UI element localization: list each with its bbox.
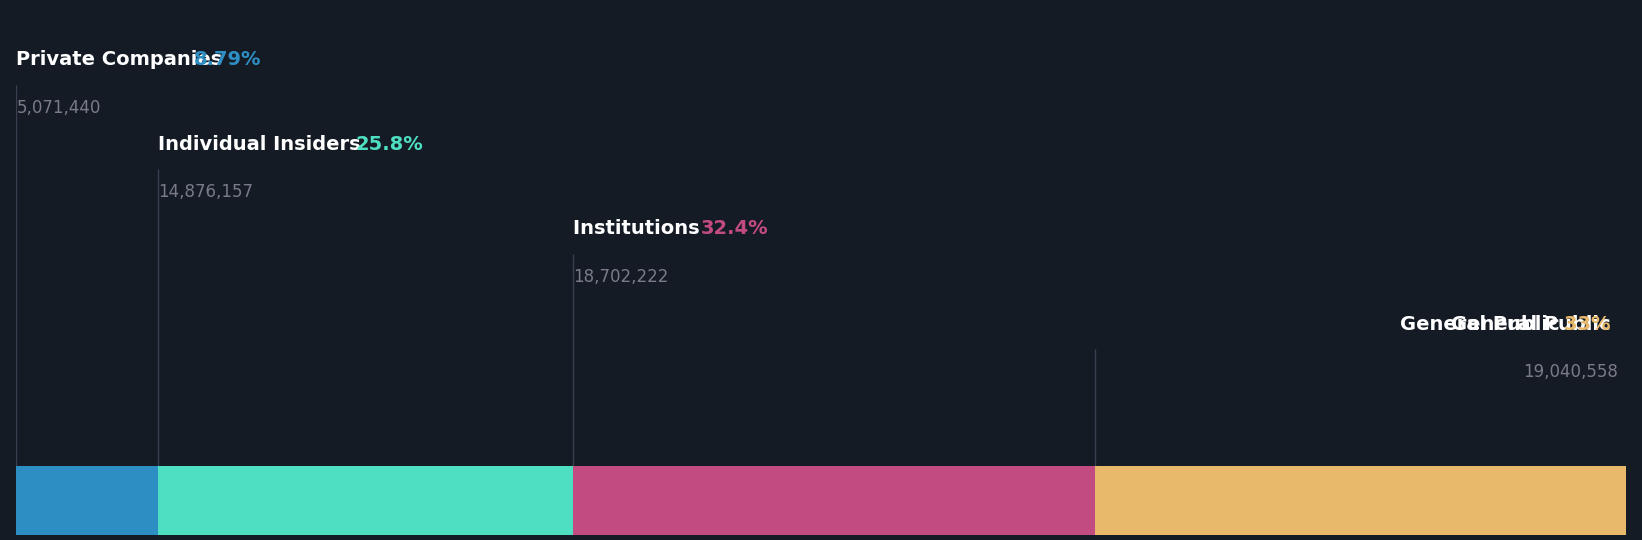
- Text: General Public: General Public: [1399, 314, 1566, 334]
- Text: 8.79%: 8.79%: [194, 50, 261, 69]
- Text: General Public: General Public: [1452, 314, 1617, 334]
- Text: 14,876,157: 14,876,157: [158, 183, 253, 201]
- Bar: [158, 466, 573, 535]
- Text: 25.8%: 25.8%: [355, 134, 424, 153]
- Text: 33%: 33%: [1565, 314, 1617, 334]
- Bar: [1095, 466, 1626, 535]
- Text: 18,702,222: 18,702,222: [573, 268, 668, 286]
- Text: 19,040,558: 19,040,558: [1522, 363, 1617, 381]
- Text: 32.4%: 32.4%: [701, 219, 768, 238]
- Text: Private Companies: Private Companies: [16, 50, 230, 69]
- Bar: [16, 466, 158, 535]
- Text: Individual Insiders: Individual Insiders: [158, 134, 368, 153]
- Bar: [573, 466, 1095, 535]
- Text: Institutions: Institutions: [573, 219, 706, 238]
- Text: 5,071,440: 5,071,440: [16, 98, 100, 117]
